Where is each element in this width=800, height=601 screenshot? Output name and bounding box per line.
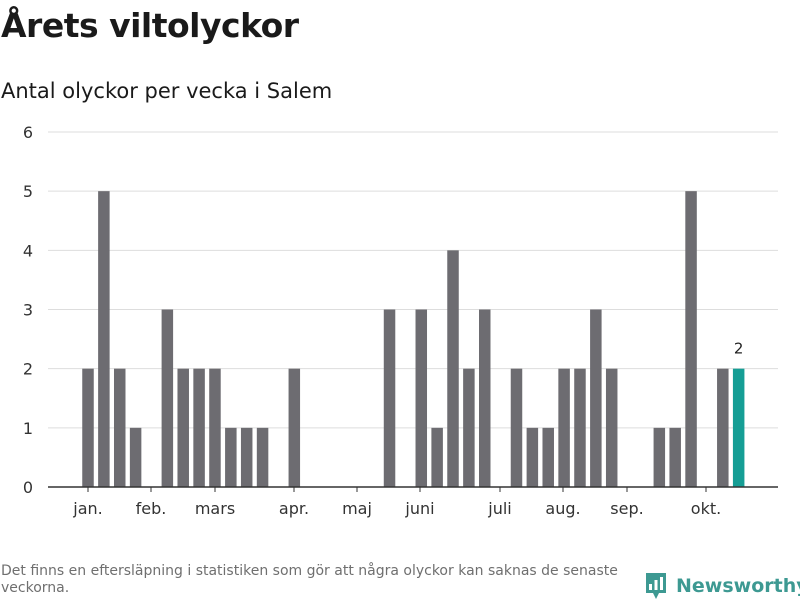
bar[interactable]	[558, 368, 570, 487]
x-tick-label: apr.	[279, 499, 309, 518]
bar[interactable]	[431, 427, 443, 487]
bar[interactable]	[383, 309, 396, 488]
y-tick-label: 1	[23, 419, 33, 438]
bar[interactable]	[510, 368, 523, 487]
bar[interactable]	[590, 309, 602, 488]
bar[interactable]	[653, 427, 666, 487]
brand-name: Newsworthy	[676, 575, 800, 597]
bar[interactable]	[209, 368, 221, 487]
bar[interactable]	[463, 368, 475, 487]
bar[interactable]	[256, 427, 269, 487]
bar[interactable]	[542, 427, 554, 487]
x-tick-label: maj	[342, 499, 372, 518]
y-tick-label: 3	[23, 301, 33, 320]
bar[interactable]	[526, 427, 539, 487]
bar[interactable]	[225, 427, 237, 487]
bar[interactable]	[447, 250, 459, 487]
y-tick-label: 2	[23, 360, 33, 379]
y-tick-label: 5	[23, 182, 33, 201]
bar[interactable]	[161, 309, 174, 488]
x-tick-label: okt.	[691, 499, 721, 518]
chart-title: Årets viltolyckor	[1, 6, 299, 45]
bar-chart: 0 1 2 3 4 5 6 2 jan. feb. mars apr. maj juni juli aug…	[23, 123, 778, 518]
chart-subtitle: Antal olyckor per vecka i Salem	[1, 79, 333, 103]
bar-current-week[interactable]	[732, 368, 745, 487]
x-tick-label: sep.	[610, 499, 643, 518]
newsworthy-logo[interactable]: Newsworthy	[644, 571, 800, 601]
x-tick-label: jan.	[72, 499, 102, 518]
x-tick-label: feb.	[136, 499, 167, 518]
y-axis-ticks: 0 1 2 3 4 5 6	[23, 123, 33, 497]
bar[interactable]	[288, 368, 301, 487]
data-label: 2	[734, 340, 744, 358]
gridlines	[48, 131, 778, 429]
bar[interactable]	[574, 368, 586, 487]
bar[interactable]	[193, 368, 205, 487]
x-tick-label: juni	[404, 499, 434, 518]
bar[interactable]	[177, 368, 189, 487]
bar[interactable]	[415, 309, 428, 488]
bar[interactable]	[113, 368, 126, 487]
bars: 2	[48, 191, 778, 488]
footnote: Det finns en eftersläpning i statistiken…	[1, 563, 618, 596]
x-axis-ticks: jan. feb. mars apr. maj juni juli aug. sep. okt.	[72, 487, 721, 518]
x-tick-label: juli	[487, 499, 511, 518]
y-tick-label: 6	[23, 123, 33, 142]
x-tick-label: mars	[195, 499, 235, 518]
bar[interactable]	[685, 191, 697, 487]
x-tick-label: aug.	[545, 499, 580, 518]
newsworthy-logo-icon	[646, 573, 666, 599]
bar[interactable]	[82, 368, 94, 487]
bar[interactable]	[479, 309, 491, 488]
bar[interactable]	[605, 368, 618, 487]
bar[interactable]	[669, 427, 681, 487]
y-tick-label: 0	[23, 478, 33, 497]
bar[interactable]	[98, 191, 110, 487]
bar[interactable]	[240, 427, 253, 487]
y-tick-label: 4	[23, 241, 33, 260]
bar[interactable]	[129, 427, 142, 487]
bar[interactable]	[717, 368, 729, 487]
